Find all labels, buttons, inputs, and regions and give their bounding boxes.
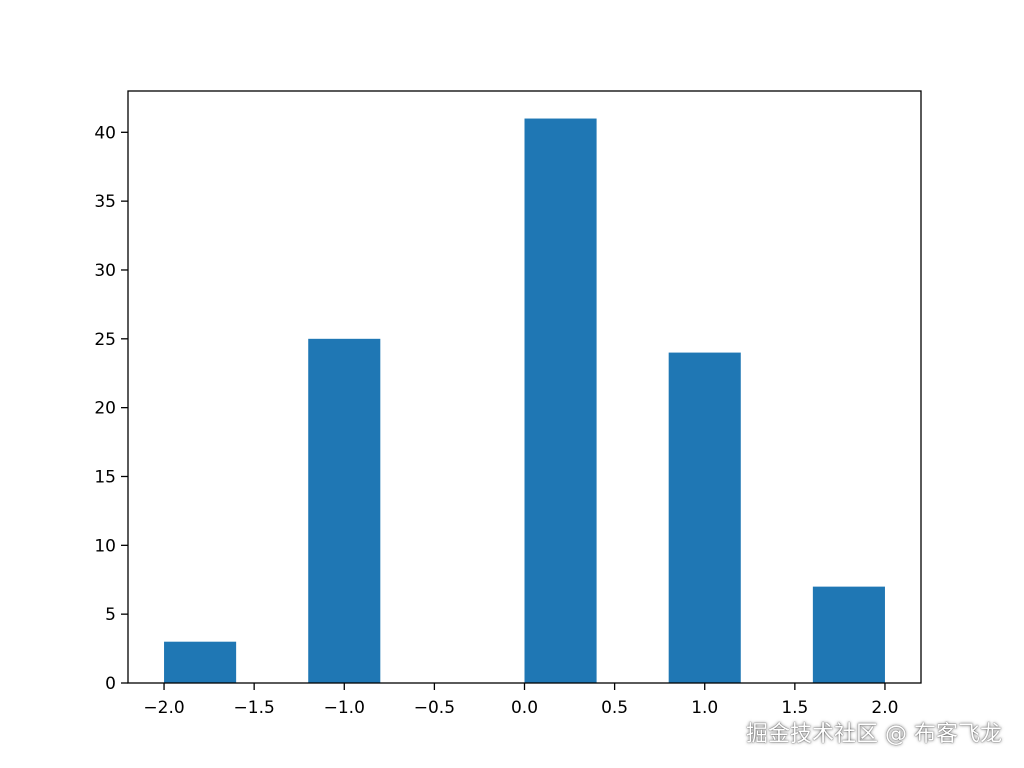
bar-1 [308,338,381,683]
x-tick-label-2: −1.0 [324,698,365,718]
y-tick-label-3: 15 [94,467,116,487]
bar-0 [164,641,237,683]
y-tick-label-0: 0 [105,674,116,694]
x-tick-label-5: 0.5 [601,698,628,718]
bar-3 [668,352,741,683]
y-tick-label-2: 10 [94,536,116,556]
x-tick-label-1: −1.5 [234,698,275,718]
bar-4 [812,586,885,683]
y-tick-label-8: 40 [94,123,116,143]
y-tick-label-4: 20 [94,399,116,419]
y-tick-label-7: 35 [94,192,116,212]
x-tick-label-7: 1.5 [781,698,808,718]
x-tick-label-4: 0.0 [511,698,538,718]
watermark: 掘金技术社区 @ 布客飞龙 [746,722,1002,747]
y-tick-label-1: 5 [105,605,116,625]
y-tick-label-5: 25 [94,330,116,350]
ticks-layer: −2.0 −1.5 −1.0 −0.5 0.0 0.5 1.0 1.5 2.0 0 5 10 15 20 2… [94,123,898,718]
y-tick-label-6: 30 [94,261,116,281]
plot-frame [127,90,922,684]
x-tick-label-3: −0.5 [414,698,455,718]
bars-layer [164,118,885,683]
bar-2 [524,118,597,683]
x-tick-label-6: 1.0 [691,698,718,718]
x-tick-label-0: −2.0 [143,698,184,718]
x-tick-label-8: 2.0 [871,698,898,718]
